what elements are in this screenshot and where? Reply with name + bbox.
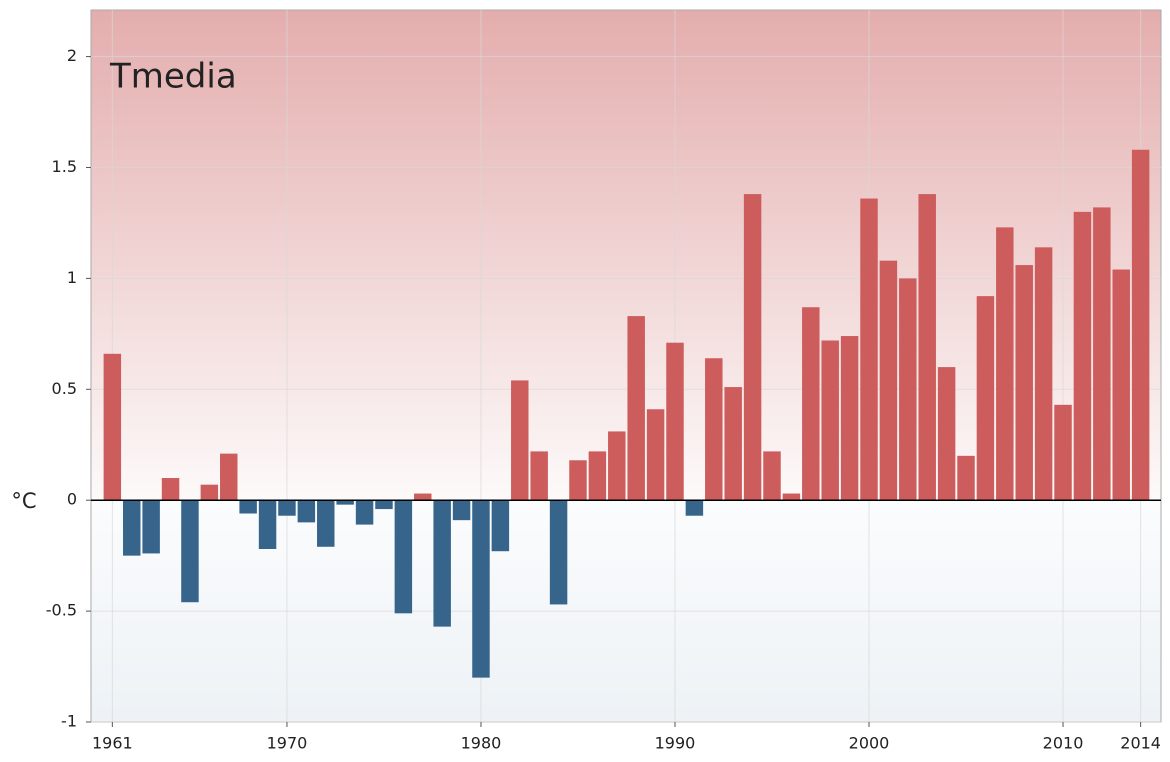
bar bbox=[258, 500, 277, 549]
bar bbox=[627, 316, 645, 501]
bar bbox=[899, 278, 917, 501]
bar bbox=[840, 336, 859, 501]
bar bbox=[879, 260, 898, 501]
bar bbox=[123, 500, 141, 556]
bar bbox=[937, 367, 956, 501]
bar bbox=[724, 387, 742, 501]
bar bbox=[996, 227, 1014, 501]
bar bbox=[433, 500, 451, 627]
bar bbox=[103, 353, 122, 501]
bar bbox=[860, 198, 878, 501]
bar bbox=[317, 500, 335, 547]
x-tick-label: 2000 bbox=[849, 734, 890, 753]
bar bbox=[1034, 247, 1053, 501]
bar bbox=[297, 500, 316, 523]
x-tick-label: 2010 bbox=[1043, 734, 1084, 753]
x-tick-label: 1961 bbox=[92, 734, 133, 753]
bar bbox=[181, 500, 199, 603]
bar bbox=[821, 340, 839, 501]
bar bbox=[1054, 404, 1072, 501]
x-tick-label: 2014 bbox=[1120, 734, 1161, 753]
y-tick-label: -0.5 bbox=[46, 601, 77, 620]
bar bbox=[142, 500, 160, 554]
bar bbox=[763, 451, 781, 501]
bar bbox=[336, 500, 354, 505]
y-tick-label: 2 bbox=[67, 46, 77, 65]
bar bbox=[355, 500, 374, 525]
bar bbox=[782, 493, 801, 501]
bar bbox=[588, 451, 607, 501]
y-tick-label: 1 bbox=[67, 268, 77, 287]
bar bbox=[1112, 269, 1130, 501]
bar bbox=[549, 500, 568, 605]
bar bbox=[375, 500, 393, 510]
bar bbox=[511, 380, 529, 501]
y-axis-label: °C bbox=[11, 489, 36, 513]
bar bbox=[530, 451, 548, 501]
bar bbox=[705, 358, 723, 501]
bar bbox=[1073, 211, 1092, 501]
bar bbox=[802, 307, 820, 501]
x-tick-label: 1970 bbox=[267, 734, 308, 753]
bar bbox=[608, 431, 626, 501]
bar bbox=[685, 500, 704, 516]
bar bbox=[918, 194, 936, 501]
bar bbox=[1093, 207, 1111, 501]
bar bbox=[1131, 149, 1150, 501]
bar bbox=[414, 493, 432, 501]
bar bbox=[472, 500, 490, 678]
bar bbox=[743, 194, 762, 501]
chart-title: Tmedia bbox=[109, 57, 237, 97]
x-tick-label: 1990 bbox=[655, 734, 696, 753]
bar bbox=[220, 453, 238, 501]
bar bbox=[239, 500, 257, 514]
y-tick-label: 0.5 bbox=[52, 379, 77, 398]
bar bbox=[957, 455, 975, 501]
bar bbox=[1015, 265, 1033, 501]
y-tick-label: 0 bbox=[67, 490, 77, 509]
bar bbox=[452, 500, 471, 521]
bar bbox=[278, 500, 296, 516]
bar bbox=[200, 484, 219, 501]
bar bbox=[569, 460, 587, 501]
bar bbox=[394, 500, 413, 614]
y-tick-label: -1 bbox=[61, 712, 77, 731]
bar bbox=[646, 409, 665, 501]
bar bbox=[491, 500, 510, 552]
bar bbox=[976, 296, 995, 501]
x-tick-label: 1980 bbox=[461, 734, 502, 753]
bar bbox=[161, 478, 180, 501]
bar bbox=[666, 342, 684, 501]
y-tick-label: 1.5 bbox=[52, 157, 77, 176]
